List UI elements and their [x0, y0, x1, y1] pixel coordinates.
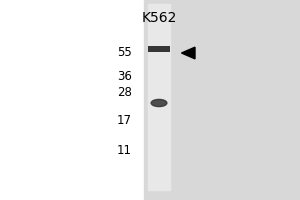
Text: 28: 28 [117, 86, 132, 98]
Text: 36: 36 [117, 70, 132, 82]
Bar [144, 0, 300, 200]
Bar [148, 4, 170, 190]
Text: 55: 55 [117, 46, 132, 58]
Polygon shape [182, 47, 195, 59]
Text: K562: K562 [141, 11, 177, 25]
Bar [148, 46, 170, 51]
Text: 11: 11 [117, 144, 132, 156]
Ellipse shape [151, 99, 167, 107]
Text: 17: 17 [117, 114, 132, 127]
